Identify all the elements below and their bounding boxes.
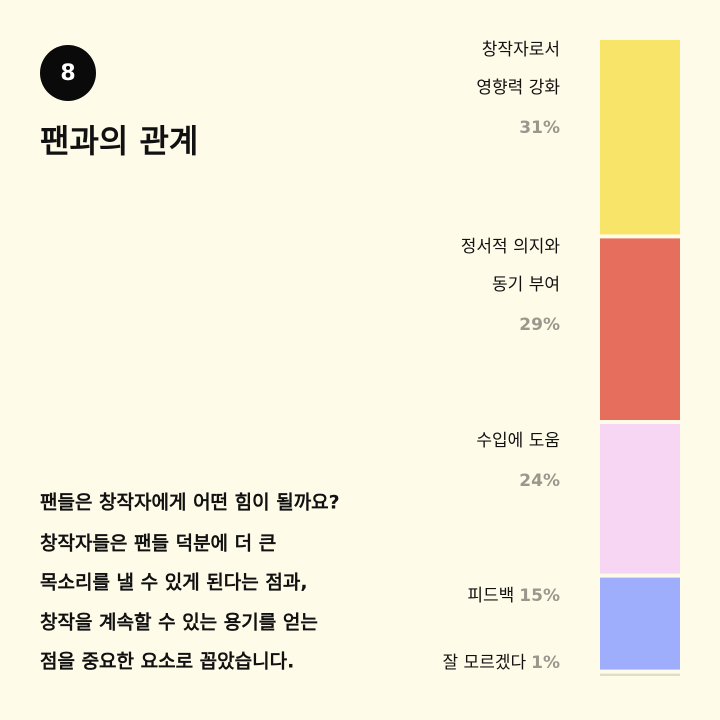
label-row: 잘 모르겠다 1% xyxy=(443,653,560,673)
body-text: 팬들은 창작자에게 어떤 힘이 될까요? 창작자들은 팬들 덕분에 더 큰목소리를… xyxy=(40,492,340,673)
category-label: 잘 모르겠다 xyxy=(443,653,527,673)
title: 팬과의 관계 xyxy=(40,122,198,160)
body-line: 창작을 계속할 수 있는 용기를 얻는 xyxy=(40,611,318,634)
bar-segment xyxy=(600,238,680,420)
bar-segment xyxy=(600,40,680,235)
value-label: 1% xyxy=(531,653,560,673)
bar-segment xyxy=(600,673,680,676)
body-line: 점을 중요한 요소로 꼽았습니다. xyxy=(40,651,294,673)
badge: 8 xyxy=(60,61,75,86)
category-label: 동기 부여 xyxy=(492,275,560,295)
value-label: 15% xyxy=(519,586,560,606)
body-line: 창작자들은 팬들 덕분에 더 큰 xyxy=(40,533,276,555)
category-label: 정서적 의지와 xyxy=(461,237,561,257)
badge-circle xyxy=(40,45,96,101)
category-label: 영향력 강화 xyxy=(476,78,560,98)
label-row: 피드백 15% xyxy=(467,586,560,606)
category-label: 피드백 xyxy=(467,586,514,606)
value-label: 31% xyxy=(519,118,560,138)
body-line: 목소리를 낼 수 있게 된다는 점과, xyxy=(40,572,308,594)
body-line: 팬들은 창작자에게 어떤 힘이 될까요? xyxy=(40,492,340,514)
value-label: 24% xyxy=(519,471,560,491)
category-label: 수입에 도움 xyxy=(476,431,560,451)
value-label: 29% xyxy=(519,315,560,335)
category-label: 창작자로서 xyxy=(482,40,560,60)
bar-segment xyxy=(600,424,680,574)
bar-segment xyxy=(600,577,680,670)
